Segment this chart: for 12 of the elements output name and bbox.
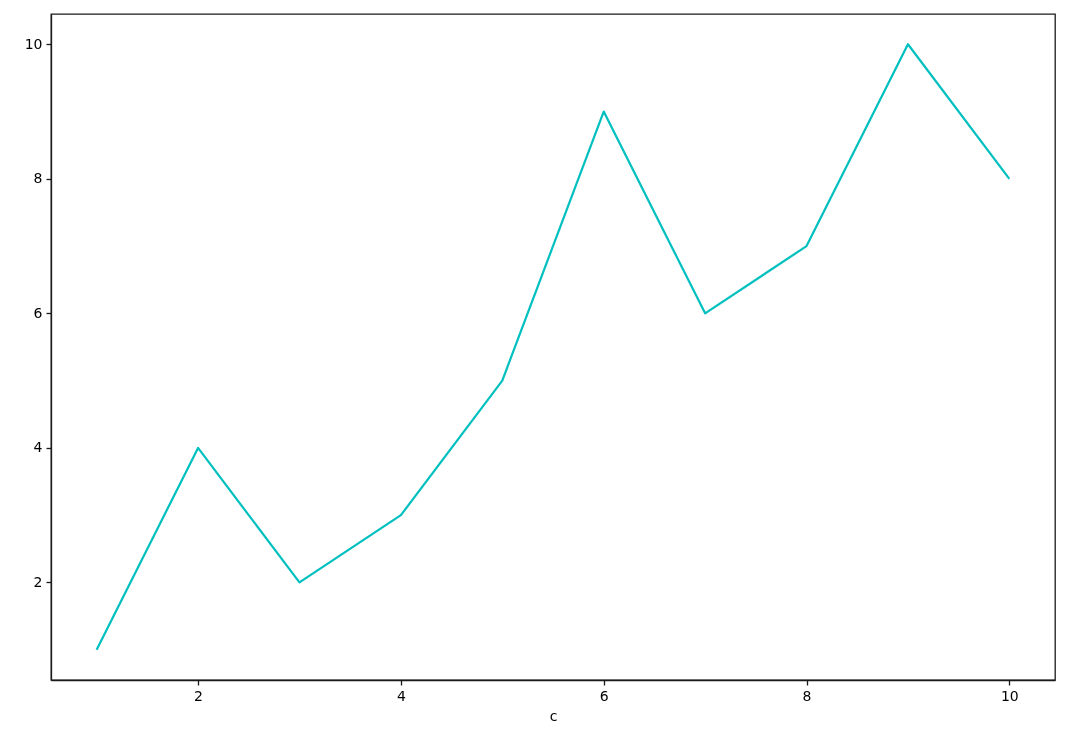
x-tick-label: 6 <box>599 687 609 704</box>
y-tick-label: 10 <box>24 35 43 52</box>
y-tick-label: 6 <box>33 304 43 321</box>
line-series <box>95 43 1011 651</box>
y-tick-label: 8 <box>33 170 43 187</box>
x-axis-title: c <box>549 707 558 724</box>
x-tick-label: 8 <box>802 687 812 704</box>
x-tick-label: 2 <box>194 687 204 704</box>
y-tick-label: 2 <box>33 573 43 590</box>
x-tick-label: 10 <box>1000 687 1019 704</box>
y-tick-label: 4 <box>33 439 43 456</box>
x-tick-label: 4 <box>396 687 406 704</box>
